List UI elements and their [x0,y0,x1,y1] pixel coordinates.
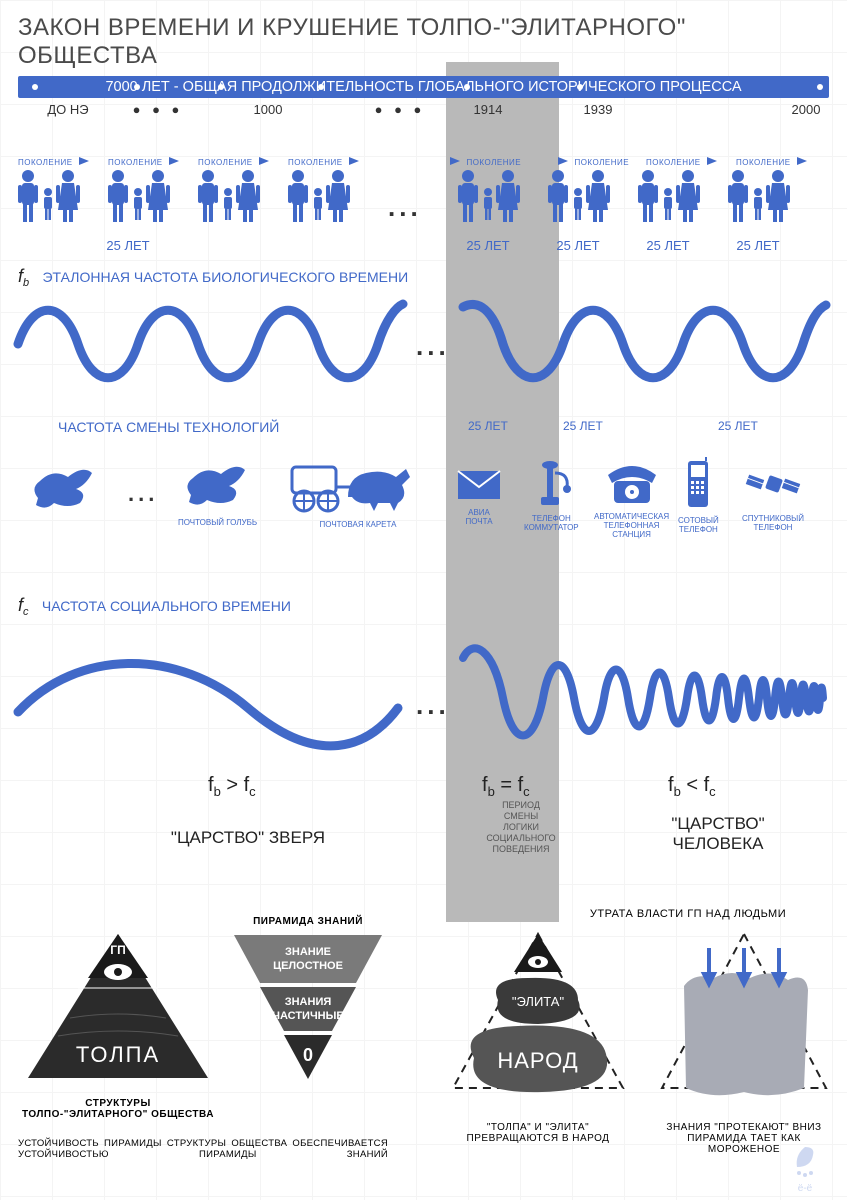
pyramid-footnote: УСТОЙЧИВОСТЬ ПИРАМИДЫ СТРУКТУРЫ ОБЩЕСТВА… [18,1138,388,1160]
tech-row: ... ПОЧТОВЫЙ ГОЛУБЬ ПОЧТОВАЯ КАРЕТА [18,451,829,591]
tl-1914: 1914 [474,102,503,117]
bio-wave-ellipsis: ... [416,331,450,362]
svg-text:ГП: ГП [110,943,125,957]
svg-text:ЗНАНИЕ: ЗНАНИЕ [285,946,331,958]
tl-bc: ДО НЭ [47,102,88,117]
timeline-labels: ДО НЭ ● ● ● 1000 ● ● ● 1914 1939 2000 [18,102,829,124]
generations-row: ПОКОЛЕНИЕ ПОКОЛЕНИЕ ПОКОЛЕНИЕ ПОКОЛЕНИЕ [18,152,829,262]
social-pyramid: ГП ТОЛПА СТРУКТУРЫ ТОЛПО-"ЭЛИТАРНОГО" ОБ… [18,928,218,1120]
realm-transition: ПЕРИОД СМЕНЫ ЛОГИКИ СОЦИАЛЬНОГО ПОВЕДЕНИ… [466,800,576,854]
formula-left: fb > fc [208,774,256,799]
realm-human: "ЦАРСТВО" ЧЕЛОВЕКА [618,814,818,854]
svg-text:0: 0 [303,1045,313,1065]
dove-icon [28,463,98,517]
svg-text:"ЭЛИТА": "ЭЛИТА" [512,994,565,1009]
timeline-bar-text: 7000 ЛЕТ - ОБЩАЯ ПРОДОЛЖИТЕЛЬНОСТЬ ГЛОБА… [105,79,741,95]
formula-mid: fb = fc [482,774,530,799]
dove2-icon: ПОЧТОВЫЙ ГОЛУБЬ [178,459,257,528]
knowledge-pyramid: ПИРАМИДА ЗНАНИЙ ЗНАНИЕ ЦЕЛОСТНОЕ ЗНАНИЯ … [228,916,388,1097]
realm-beast: "ЦАРСТВО" ЗВЕРЯ [138,828,358,848]
tl-2000: 2000 [792,102,821,117]
cellphone-icon: СОТОВЫЙ ТЕЛЕФОН [678,457,719,535]
soc-freq-label: fc ЧАСТОТА СОЦИАЛЬНОГО ВРЕМЕНИ [18,595,829,618]
formula-row: fb > fc "ЦАРСТВО" ЗВЕРЯ fb = fc ПЕРИОД С… [18,774,829,894]
watermark-icon: ё-ё [785,1143,825,1194]
svg-text:ЧАСТИЧНЫЕ: ЧАСТИЧНЫЕ [272,1010,343,1022]
tl-dots1: ● ● ● [133,102,184,117]
mail-icon: АВИА ПОЧТА [456,469,502,527]
tech-title: ЧАСТОТА СМЕНЫ ТЕХНОЛОГИЙ [58,419,279,435]
satellite-icon: СПУТНИКОВЫЙ ТЕЛЕФОН [742,459,804,533]
family-icon-right [458,168,828,238]
soc-wave-ellipsis: ... [416,690,450,721]
svg-text:ЗНАНИЯ: ЗНАНИЯ [285,996,332,1008]
gen-ellipsis: ... [388,192,422,223]
family-icon [18,168,378,238]
bio-freq-label: fb ЭТАЛОННАЯ ЧАСТОТА БИОЛОГИЧЕСКОГО ВРЕМ… [18,266,829,289]
people-blob: "ЭЛИТА" НАРОД "ТОЛПА" И "ЭЛИТА" ПРЕВРАЩА… [438,928,638,1144]
soc-wave: ... [18,618,829,768]
formula-right: fb < fc [668,774,716,799]
tl-1939: 1939 [584,102,613,117]
tl-1000: 1000 [254,102,283,117]
phone-rotary-icon: АВТОМАТИЧЕСКАЯ ТЕЛЕФОННАЯ СТАНЦИЯ [594,461,669,539]
svg-text:ЦЕЛОСТНОЕ: ЦЕЛОСТНОЕ [273,960,343,972]
phone-old-icon: ТЕЛЕФОН КОММУТАТОР [524,459,579,533]
carriage-icon: ПОЧТОВАЯ КАРЕТА [288,457,428,530]
melting-pyramid: ЗНАНИЯ "ПРОТЕКАЮТ" ВНИЗ ПИРАМИДА ТАЕТ КА… [654,928,834,1155]
loss-power-title: УТРАТА ВЛАСТИ ГП НАД ЛЮДЬМИ [558,908,818,920]
tl-dots2: ● ● ● [375,102,426,117]
page-title: ЗАКОН ВРЕМЕНИ И КРУШЕНИЕ ТОЛПО-"ЭЛИТАРНО… [18,14,829,70]
svg-text:ТОЛПА: ТОЛПА [76,1042,160,1067]
bottom-section: ГП ТОЛПА СТРУКТУРЫ ТОЛПО-"ЭЛИТАРНОГО" ОБ… [18,908,829,1198]
svg-text:НАРОД: НАРОД [497,1048,578,1073]
timeline-bar: 7000 ЛЕТ - ОБЩАЯ ПРОДОЛЖИТЕЛЬНОСТЬ ГЛОБА… [18,76,829,98]
bio-wave: ... [18,289,829,409]
